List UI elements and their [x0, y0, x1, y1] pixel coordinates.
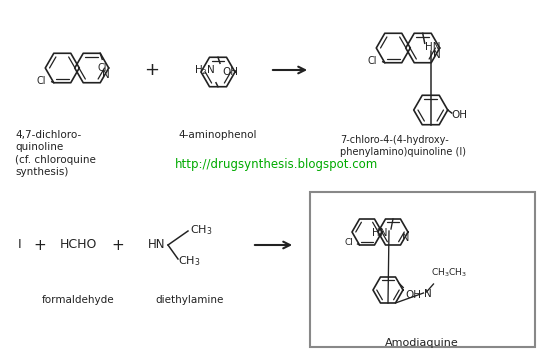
Text: HN: HN: [148, 238, 165, 252]
Text: +: +: [34, 238, 46, 252]
Text: Cl: Cl: [97, 63, 107, 73]
Text: OH: OH: [405, 289, 421, 300]
Text: HN: HN: [425, 42, 440, 52]
Text: diethylamine: diethylamine: [156, 295, 224, 305]
Text: CH$_3$: CH$_3$: [178, 254, 201, 268]
Text: 7-chloro-4-(4-hydroxy-
phenylamino)quinoline (I): 7-chloro-4-(4-hydroxy- phenylamino)quino…: [340, 135, 466, 157]
Text: N: N: [102, 70, 110, 80]
Text: +: +: [112, 238, 125, 252]
Text: Cl: Cl: [36, 76, 46, 86]
Text: formaldehyde: formaldehyde: [42, 295, 114, 305]
Text: 4-aminophenol: 4-aminophenol: [179, 130, 257, 140]
Text: H$_2$N: H$_2$N: [194, 63, 216, 77]
Text: HCHO: HCHO: [59, 238, 97, 252]
Text: OH: OH: [452, 110, 468, 120]
Text: Cl: Cl: [345, 238, 354, 247]
Bar: [310, 192, 535, 347]
Text: N: N: [403, 233, 410, 243]
Text: http://drugsynthesis.blogspot.com: http://drugsynthesis.blogspot.com: [175, 158, 378, 171]
Text: CH$_3$: CH$_3$: [190, 223, 213, 237]
Text: HN: HN: [373, 228, 388, 238]
Text: Amodiaquine: Amodiaquine: [385, 338, 459, 348]
Text: Cl: Cl: [367, 56, 377, 66]
Text: CH$_3$CH$_3$: CH$_3$CH$_3$: [431, 266, 467, 279]
Text: 4,7-dichloro-
quinoline
(cf. chloroquine
synthesis): 4,7-dichloro- quinoline (cf. chloroquine…: [15, 130, 96, 177]
Text: I: I: [18, 238, 22, 252]
Text: N: N: [424, 289, 432, 299]
Text: +: +: [145, 61, 159, 79]
Text: N: N: [433, 50, 441, 60]
Text: OH: OH: [222, 67, 238, 77]
